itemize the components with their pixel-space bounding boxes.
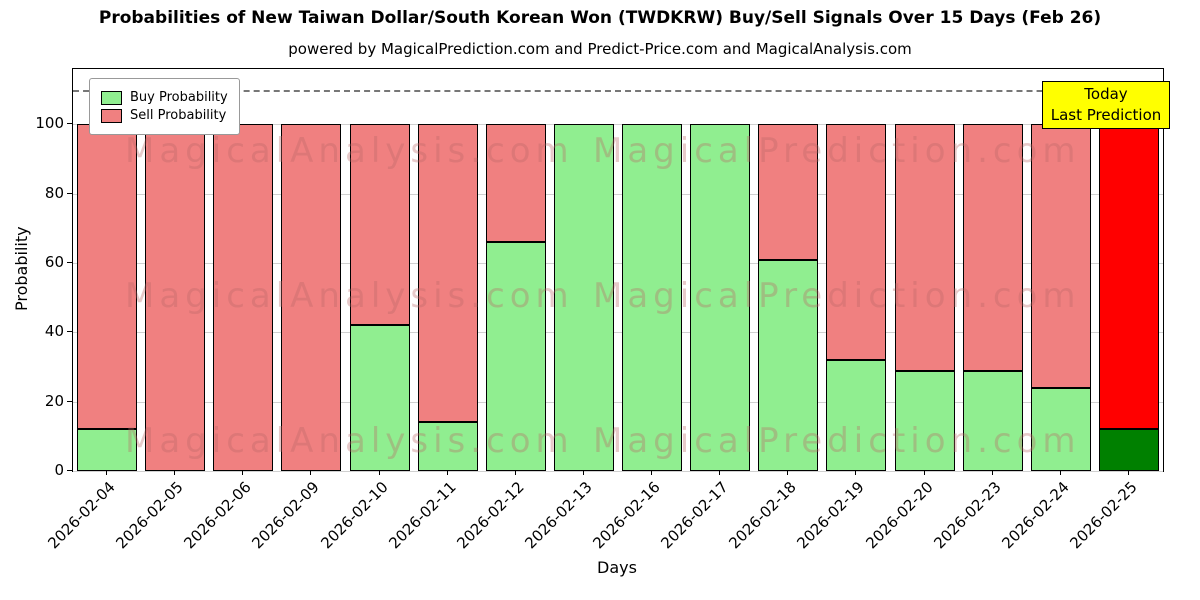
gridline — [73, 401, 1163, 403]
legend-item-sell: Sell Probability — [101, 108, 228, 123]
bar-buy-segment — [690, 124, 751, 471]
y-tick-label: 100 — [35, 114, 64, 133]
bar-sell-segment — [417, 124, 478, 423]
x-tick-label: 2026-02-05 — [112, 478, 187, 553]
x-tick-mark — [719, 470, 721, 475]
x-tick-label: 2026-02-20 — [861, 478, 937, 553]
x-tick-mark — [923, 470, 925, 475]
watermark-text: MagicalAnalysis.com — [125, 276, 574, 316]
bar-sell-segment — [894, 124, 955, 371]
x-tick-mark — [310, 470, 312, 475]
bar-buy-segment — [485, 242, 546, 471]
today-annotation-line1: Today — [1084, 85, 1128, 103]
x-tick-mark — [106, 470, 108, 475]
bar-sell-segment — [826, 124, 887, 361]
x-tick-label: 2026-02-10 — [316, 478, 392, 553]
dashed-threshold-line — [73, 89, 1163, 92]
legend-buy-label: Buy Probability — [130, 90, 228, 105]
x-tick-label: 2026-02-13 — [521, 478, 596, 553]
gridline — [73, 332, 1163, 334]
y-tick-label: 0 — [54, 461, 64, 479]
legend-buy-swatch — [101, 90, 122, 105]
watermark-text: MagicalPrediction.com — [593, 276, 1081, 316]
bar-buy-segment — [894, 370, 955, 471]
x-tick-label: 2026-02-25 — [1066, 478, 1141, 553]
bar-sell-segment — [145, 124, 206, 471]
x-tick-label: 2026-02-11 — [385, 478, 460, 553]
bar-sell-segment — [485, 124, 546, 243]
y-tick-label: 20 — [44, 391, 64, 410]
x-tick-mark — [1127, 470, 1129, 475]
x-tick-label: 2026-02-24 — [998, 478, 1073, 553]
watermark-text: MagicalPrediction.com — [593, 421, 1081, 461]
x-tick-label: 2026-02-23 — [930, 478, 1005, 553]
bar-buy-segment — [962, 370, 1023, 471]
bar-buy-segment — [349, 325, 410, 471]
y-tick-mark — [67, 331, 72, 333]
bar-sell-segment — [962, 124, 1023, 371]
watermark-text: MagicalAnalysis.com — [125, 421, 574, 461]
bar-sell-segment — [758, 124, 819, 260]
y-tick-mark — [67, 123, 72, 125]
watermark-text: MagicalPrediction.com — [593, 131, 1081, 171]
chart-title: Probabilities of New Taiwan Dollar/South… — [98, 8, 1102, 28]
y-tick-label: 40 — [44, 322, 64, 341]
x-tick-mark — [242, 470, 244, 475]
x-tick-label: 2026-02-04 — [44, 478, 119, 553]
x-tick-mark — [787, 470, 789, 475]
bar-sell-segment — [213, 124, 274, 471]
legend-item-buy: Buy Probability — [101, 90, 228, 105]
bar-buy-segment — [622, 124, 683, 471]
x-tick-label: 2026-02-17 — [657, 478, 732, 553]
x-tick-mark — [1059, 470, 1061, 475]
y-tick-mark — [67, 262, 72, 264]
today-annotation: Today Last Prediction — [1042, 81, 1170, 129]
x-tick-label: 2026-02-09 — [248, 478, 324, 553]
bar-buy-segment — [826, 360, 887, 471]
x-tick-label: 2026-02-18 — [725, 478, 801, 553]
y-tick-label: 60 — [44, 253, 64, 272]
x-tick-mark — [174, 470, 176, 475]
bar-sell-segment — [281, 124, 342, 471]
plot-area: Buy Probability Sell Probability Magical… — [72, 68, 1164, 472]
x-tick-mark — [582, 470, 584, 475]
x-tick-mark — [991, 470, 993, 475]
today-annotation-line2: Last Prediction — [1050, 106, 1162, 124]
gridline — [73, 193, 1163, 195]
gridline — [73, 124, 1163, 126]
bar-buy-segment — [1098, 429, 1159, 471]
y-tick-label: 80 — [44, 183, 64, 202]
x-tick-label: 2026-02-12 — [453, 478, 528, 553]
x-tick-label: 2026-02-19 — [793, 478, 869, 553]
x-tick-mark — [378, 470, 380, 475]
bar-sell-segment — [1098, 124, 1159, 430]
y-tick-mark — [67, 192, 72, 194]
bar-buy-segment — [553, 124, 614, 471]
x-tick-mark — [514, 470, 516, 475]
bar-sell-segment — [349, 124, 410, 326]
x-tick-mark — [855, 470, 857, 475]
legend-sell-swatch — [101, 108, 122, 123]
x-axis-label: Days — [597, 558, 637, 577]
bar-buy-segment — [1030, 387, 1091, 471]
chart-subtitle: powered by MagicalPrediction.com and Pre… — [288, 40, 912, 58]
gridline — [73, 471, 1163, 472]
x-tick-mark — [651, 470, 653, 475]
x-tick-mark — [446, 470, 448, 475]
x-tick-label: 2026-02-16 — [589, 478, 664, 553]
y-tick-mark — [67, 400, 72, 402]
bar-sell-segment — [1030, 124, 1091, 388]
legend: Buy Probability Sell Probability — [89, 78, 240, 135]
x-tick-label: 2026-02-06 — [180, 478, 256, 553]
bar-buy-segment — [417, 422, 478, 471]
gridline — [73, 263, 1163, 265]
legend-sell-label: Sell Probability — [130, 108, 227, 123]
bar-buy-segment — [77, 429, 138, 471]
y-tick-mark — [67, 470, 72, 471]
watermark-text: MagicalAnalysis.com — [125, 131, 574, 171]
bar-buy-segment — [758, 259, 819, 471]
